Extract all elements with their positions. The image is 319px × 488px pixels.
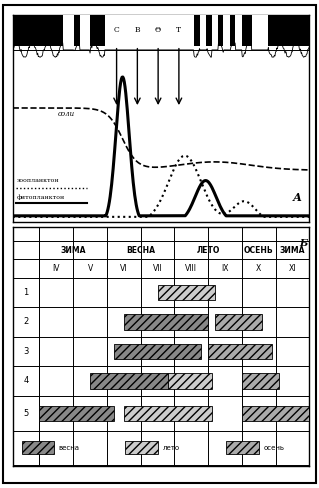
Text: зоопланктон: зоопланктон [17,178,60,183]
Text: 1: 1 [24,288,29,297]
Text: весна: весна [59,445,80,451]
Bar [252,15,268,46]
Text: VI: VI [120,264,128,273]
Bar [242,373,279,388]
Text: Θ: Θ [155,26,161,34]
Text: ОСЕНЬ: ОСЕНЬ [244,245,274,255]
Bar [223,15,230,46]
Bar [242,406,309,421]
Bar [158,285,215,300]
Text: осень: осень [263,445,285,451]
Text: V: V [87,264,93,273]
Bar [63,15,74,46]
Text: ЗИМА: ЗИМА [61,245,86,255]
Bar [124,314,208,329]
Text: IV: IV [53,264,60,273]
Text: XI: XI [289,264,296,273]
Bar [168,373,211,388]
Text: ВЕСНА: ВЕСНА [126,245,155,255]
Bar [235,15,242,46]
Text: А: А [293,192,302,203]
Bar [211,15,218,46]
Text: В: В [135,26,140,34]
Text: 4: 4 [24,376,29,386]
Bar [125,442,158,454]
Bar [208,344,272,359]
Bar [105,15,194,46]
Bar [114,344,201,359]
Bar [79,15,90,46]
Bar [40,406,114,421]
Text: С: С [114,26,120,34]
Text: фитопланктон: фитопланктон [17,194,65,200]
Bar [200,15,206,46]
Text: ЗИМА: ЗИМА [280,245,305,255]
Text: VIII: VIII [185,264,197,273]
Text: лето: лето [163,445,180,451]
Text: ЛЕТО: ЛЕТО [197,245,220,255]
Bar [13,15,309,46]
Text: 3: 3 [23,347,29,356]
Text: соли: соли [57,110,74,118]
Text: Т: Т [176,26,182,34]
Text: 2: 2 [24,317,29,326]
Bar [124,406,211,421]
Bar [90,373,168,388]
Text: IX: IX [221,264,229,273]
Text: VII: VII [153,264,162,273]
Text: X: X [256,264,262,273]
Text: 5: 5 [24,409,29,418]
Text: Б: Б [299,239,308,248]
Bar [22,442,54,454]
Bar [226,442,259,454]
Bar [215,314,262,329]
